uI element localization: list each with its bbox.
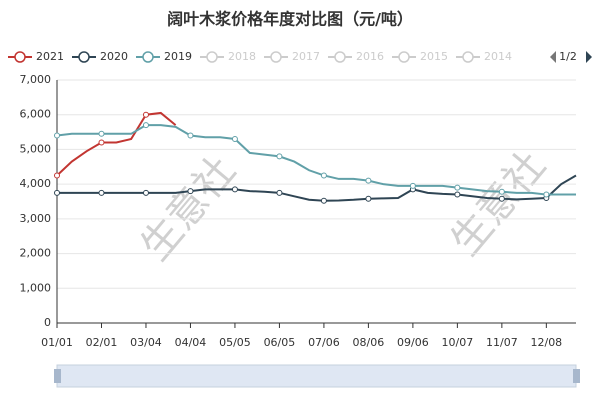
data-point xyxy=(142,189,149,196)
x-tick-label: 10/07 xyxy=(442,336,474,349)
data-point xyxy=(365,177,372,184)
data-point xyxy=(498,195,505,202)
legend-icon[interactable] xyxy=(334,51,346,63)
legend-label[interactable]: 2014 xyxy=(484,50,512,63)
chart-title: 阔叶木浆价格年度对比图（元/吨） xyxy=(167,10,413,29)
data-point xyxy=(276,189,283,196)
legend-label[interactable]: 2019 xyxy=(164,50,192,63)
data-point xyxy=(543,191,550,198)
watermark: 生意社 xyxy=(132,148,244,269)
y-tick-label: 3,000 xyxy=(20,212,52,225)
zoom-handle[interactable] xyxy=(573,369,580,383)
data-point xyxy=(98,139,105,146)
x-tick-label: 09/06 xyxy=(397,336,429,349)
legend-prev[interactable] xyxy=(550,51,556,63)
legend-icon[interactable] xyxy=(398,51,410,63)
y-tick-label: 7,000 xyxy=(20,73,52,86)
x-tick-label: 06/05 xyxy=(264,336,296,349)
legend-label[interactable]: 2016 xyxy=(356,50,384,63)
series-line xyxy=(56,111,177,177)
y-tick-label: 2,000 xyxy=(20,247,52,260)
data-point xyxy=(187,132,194,139)
data-point xyxy=(320,172,327,179)
y-tick-label: 6,000 xyxy=(20,108,52,121)
legend-label[interactable]: 2020 xyxy=(100,50,128,63)
legend-icon[interactable] xyxy=(142,51,154,63)
data-point xyxy=(142,122,149,129)
legend-label[interactable]: 2017 xyxy=(292,50,320,63)
data-point xyxy=(231,136,238,143)
y-tick-label: 1,000 xyxy=(20,281,52,294)
data-point xyxy=(454,184,461,191)
data-point xyxy=(276,153,283,160)
data-point xyxy=(320,197,327,204)
y-tick-label: 0 xyxy=(44,316,51,329)
legend-icon[interactable] xyxy=(206,51,218,63)
x-tick-label: 07/06 xyxy=(308,336,340,349)
data-point xyxy=(187,188,194,195)
data-point xyxy=(54,172,60,179)
data-point xyxy=(454,191,461,198)
x-tick-label: 04/04 xyxy=(175,336,207,349)
legend-icon[interactable] xyxy=(14,51,26,63)
data-point xyxy=(54,189,60,196)
legend-icon[interactable] xyxy=(78,51,90,63)
watermark: 生意社 xyxy=(442,143,554,264)
x-tick-label: 12/08 xyxy=(530,336,562,349)
x-tick-label: 01/01 xyxy=(41,336,73,349)
legend-label[interactable]: 2018 xyxy=(228,50,256,63)
zoom-track xyxy=(56,364,577,388)
x-tick-label: 02/01 xyxy=(86,336,118,349)
data-point xyxy=(498,188,505,195)
legend-next[interactable] xyxy=(586,51,592,63)
data-point xyxy=(365,195,372,202)
zoom-handle[interactable] xyxy=(54,369,61,383)
data-point xyxy=(409,182,416,189)
x-tick-label: 03/04 xyxy=(130,336,162,349)
legend-label[interactable]: 2021 xyxy=(36,50,64,63)
legend-icon[interactable] xyxy=(462,51,474,63)
legend-page: 1/2 xyxy=(559,50,577,63)
x-tick-label: 05/05 xyxy=(219,336,251,349)
data-point xyxy=(54,132,60,139)
legend-label[interactable]: 2015 xyxy=(420,50,448,63)
data-point xyxy=(142,111,149,118)
y-tick-label: 4,000 xyxy=(20,177,52,190)
data-zoom[interactable] xyxy=(54,364,580,388)
y-tick-label: 5,000 xyxy=(20,142,52,155)
legend-icon[interactable] xyxy=(270,51,282,63)
data-point xyxy=(231,186,238,193)
x-tick-label: 11/07 xyxy=(486,336,518,349)
data-point xyxy=(98,130,105,137)
data-point xyxy=(98,189,105,196)
x-tick-label: 08/06 xyxy=(353,336,385,349)
